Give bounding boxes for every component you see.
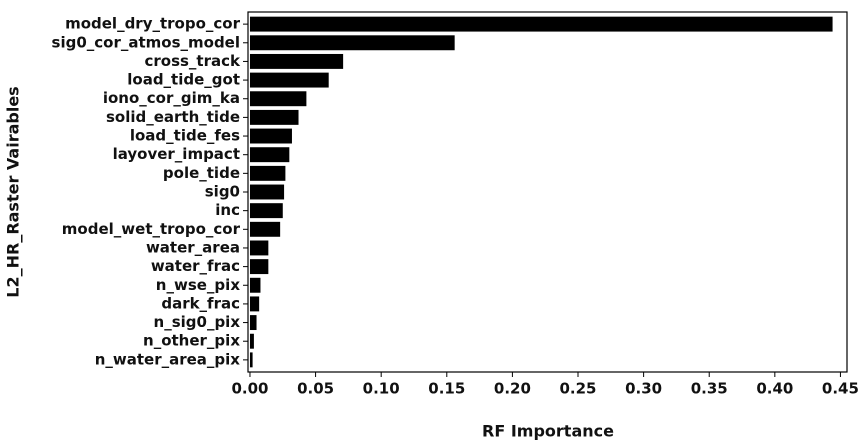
y-tick-label: n_water_area_pix (95, 350, 241, 368)
x-tick-label: 0.15 (428, 380, 465, 398)
y-tick-label: inc (215, 201, 240, 219)
y-tick-label: load_tide_got (127, 71, 240, 89)
y-tick-label: load_tide_fes (130, 127, 240, 145)
bar (249, 259, 269, 275)
x-tick-label: 0.40 (756, 380, 793, 398)
bar (249, 91, 307, 107)
bar (249, 352, 253, 368)
bar (249, 147, 290, 163)
x-tick-label: 0.05 (297, 380, 334, 398)
y-tick-label: iono_cor_gim_ka (103, 89, 240, 107)
y-tick-label: water_frac (151, 257, 240, 275)
y-tick-label: model_wet_tropo_cor (62, 220, 241, 238)
y-tick-label: dark_frac (161, 294, 240, 312)
x-tick-label: 0.20 (494, 380, 531, 398)
y-tick-label: n_sig0_pix (154, 313, 241, 331)
y-tick-label: sig0_cor_atmos_model (52, 33, 240, 51)
bar (249, 333, 254, 349)
x-tick-label: 0.00 (231, 380, 268, 398)
x-tick-label: 0.10 (363, 380, 400, 398)
x-tick-label: 0.25 (559, 380, 596, 398)
y-tick-label: solid_earth_tide (106, 108, 240, 126)
y-tick-label: model_dry_tropo_cor (65, 15, 241, 33)
x-tick-label: 0.30 (625, 380, 662, 398)
y-tick-label: pole_tide (163, 164, 240, 182)
x-axis-label: RF Importance (482, 422, 614, 441)
y-axis-label: L2_HR_Raster Vairables (4, 86, 23, 297)
bar (249, 240, 269, 256)
bar (249, 296, 260, 312)
bar (249, 203, 283, 219)
bar (249, 35, 455, 51)
bar (249, 109, 299, 125)
y-tick-label: sig0 (205, 183, 240, 201)
bar (249, 165, 286, 181)
bar (249, 53, 344, 69)
bar (249, 221, 281, 237)
bar (249, 72, 329, 88)
y-tick-label: n_other_pix (143, 332, 240, 350)
bar (249, 277, 261, 293)
x-tick-label: 0.45 (822, 380, 859, 398)
y-tick-label: n_wse_pix (156, 276, 241, 294)
x-tick-label: 0.35 (691, 380, 728, 398)
bar (249, 16, 833, 32)
bar (249, 315, 257, 331)
bar (249, 184, 285, 200)
y-tick-label: water_area (146, 238, 240, 256)
bar (249, 128, 292, 144)
y-tick-label: cross_track (144, 52, 241, 70)
y-tick-label: layover_impact (113, 145, 240, 163)
